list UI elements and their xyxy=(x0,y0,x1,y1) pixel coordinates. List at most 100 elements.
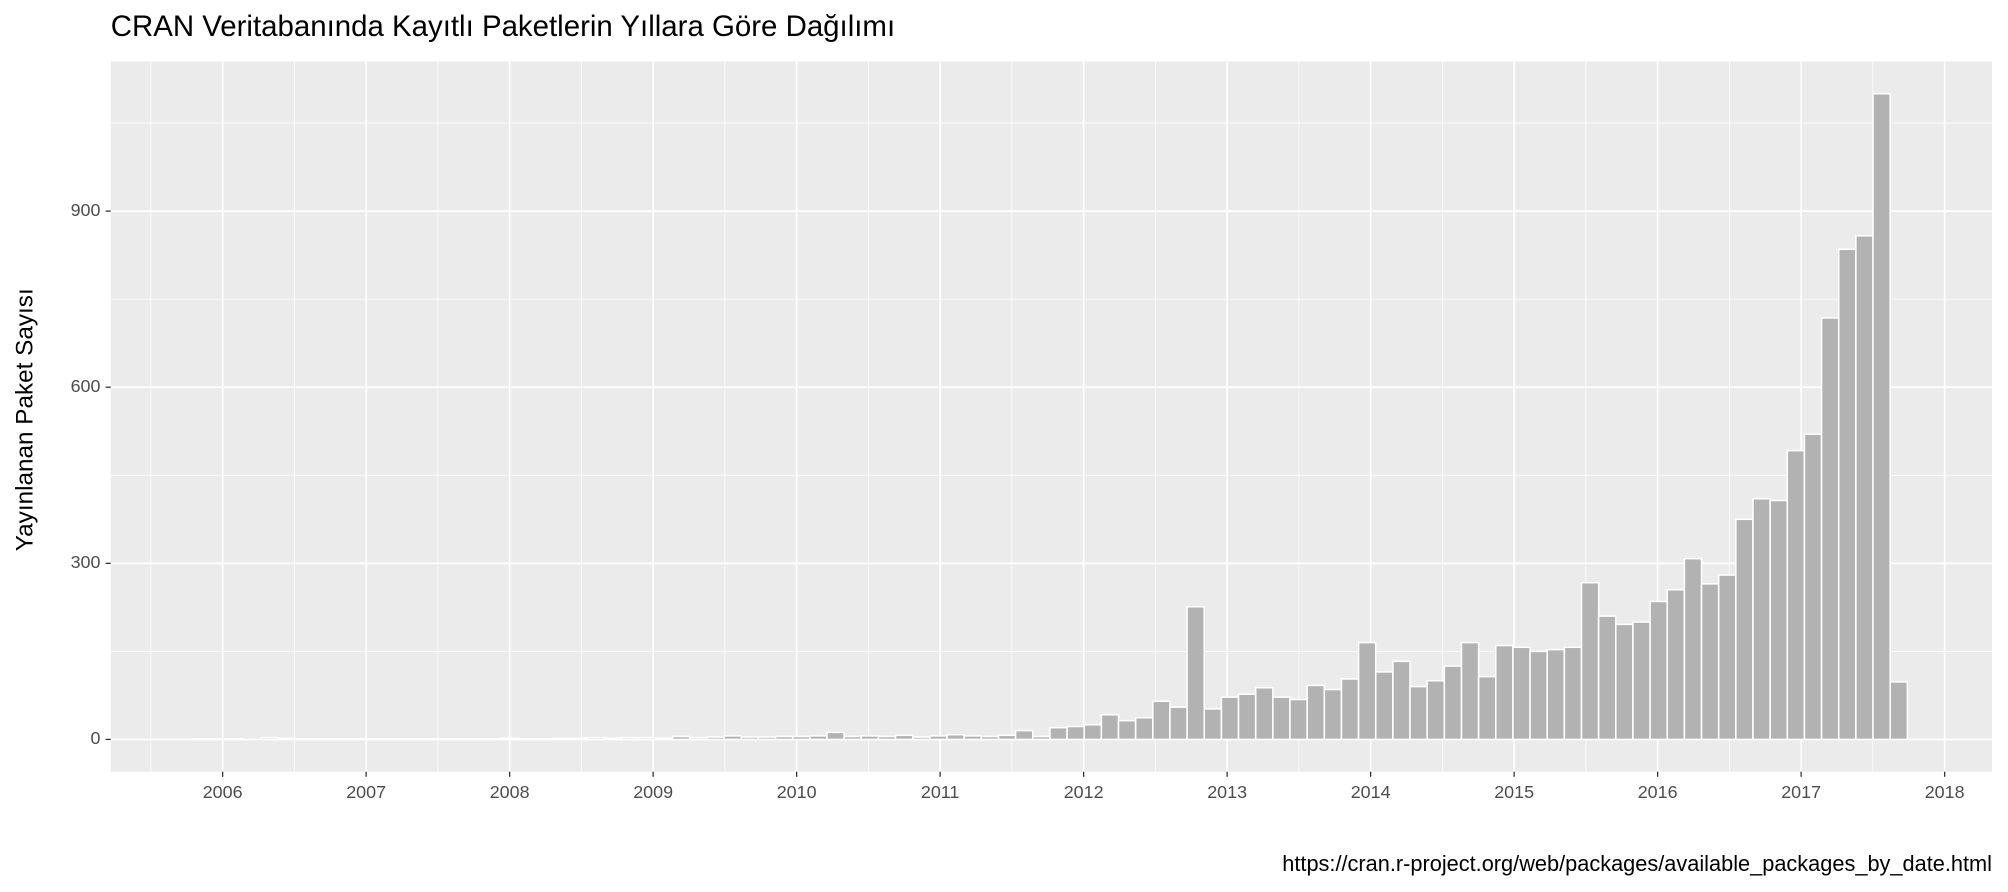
x-tick-label: 2012 xyxy=(1064,782,1104,802)
x-tick-label: 2006 xyxy=(203,782,243,802)
bar xyxy=(1632,621,1651,741)
bar xyxy=(208,738,228,741)
bar xyxy=(1152,700,1171,741)
bar xyxy=(346,738,365,741)
bar xyxy=(1717,574,1737,741)
bar xyxy=(1409,685,1428,741)
bar xyxy=(877,735,897,741)
bar xyxy=(1323,688,1343,741)
bar xyxy=(1254,686,1274,741)
bar xyxy=(1203,708,1223,741)
bar xyxy=(1649,600,1669,741)
x-tick-label: 2017 xyxy=(1781,782,1821,802)
bar xyxy=(1237,693,1257,741)
bar xyxy=(1289,698,1308,741)
bar xyxy=(260,736,280,741)
x-tick-label: 2007 xyxy=(346,782,386,802)
bar xyxy=(1769,499,1789,741)
bar xyxy=(654,737,674,741)
bar xyxy=(226,738,245,741)
bar xyxy=(706,736,725,741)
bar xyxy=(997,734,1017,741)
bar xyxy=(1752,497,1771,741)
bar xyxy=(1615,623,1634,741)
bar xyxy=(826,731,845,741)
bar xyxy=(946,733,965,741)
bar xyxy=(1477,675,1497,741)
x-tick-label: 2015 xyxy=(1494,782,1534,802)
bar xyxy=(963,735,983,741)
bar xyxy=(448,738,468,741)
bar xyxy=(1134,716,1154,741)
bar xyxy=(929,735,948,741)
bar xyxy=(757,736,777,741)
x-tick-label: 2008 xyxy=(490,782,530,802)
x-tick-label: 2013 xyxy=(1207,782,1247,802)
bar xyxy=(483,738,502,741)
bar xyxy=(980,735,1000,741)
bar xyxy=(791,735,811,741)
bar xyxy=(551,737,571,741)
bar xyxy=(1820,317,1840,741)
bar xyxy=(1546,648,1566,741)
bar xyxy=(1683,557,1703,741)
bar xyxy=(809,735,828,741)
y-tick-label: 900 xyxy=(71,200,101,220)
bar xyxy=(1272,696,1291,741)
bar xyxy=(1186,605,1206,741)
bar xyxy=(1340,678,1360,741)
bar xyxy=(1580,581,1600,741)
bar xyxy=(911,736,931,741)
bar xyxy=(843,735,863,741)
bar xyxy=(1032,735,1051,741)
bar xyxy=(397,738,417,741)
bar xyxy=(1803,433,1823,741)
bar xyxy=(414,738,434,741)
bar xyxy=(1700,583,1720,741)
x-tick-label: 2018 xyxy=(1925,782,1965,802)
chart-title: CRAN Veritabanında Kayıtlı Paketlerin Yı… xyxy=(111,10,895,43)
bar xyxy=(1597,615,1617,741)
bar xyxy=(689,736,708,741)
bar xyxy=(1494,644,1514,741)
x-tick-label: 2009 xyxy=(633,782,673,802)
y-tick-label: 600 xyxy=(71,376,101,396)
x-tick-label: 2010 xyxy=(777,782,817,802)
bar xyxy=(1786,449,1806,741)
bar xyxy=(1374,671,1394,741)
bar xyxy=(1169,706,1188,741)
caption: https://cran.r-project.org/web/packages/… xyxy=(1282,851,1992,876)
bar xyxy=(1443,665,1463,741)
bar xyxy=(1357,641,1377,741)
bar xyxy=(1049,726,1068,741)
bar xyxy=(1735,518,1754,741)
bar xyxy=(500,737,520,741)
bar xyxy=(1066,725,1085,741)
bar xyxy=(380,738,400,741)
x-tick-label: 2011 xyxy=(921,782,960,802)
bar xyxy=(1083,723,1103,741)
bar xyxy=(1117,719,1137,741)
bar xyxy=(620,736,640,741)
bar xyxy=(569,737,588,741)
x-tick-label: 2016 xyxy=(1638,782,1678,802)
bar xyxy=(723,735,743,741)
bar xyxy=(534,738,554,741)
bar xyxy=(517,738,537,741)
bar xyxy=(860,735,880,741)
bar xyxy=(1563,646,1583,741)
bar xyxy=(1889,681,1909,741)
bar xyxy=(1837,248,1857,741)
bar xyxy=(191,738,211,741)
bar xyxy=(328,738,348,741)
bar xyxy=(277,737,297,741)
x-tick-label: 2014 xyxy=(1351,782,1391,802)
bar xyxy=(363,738,382,741)
y-tick-label: 300 xyxy=(71,552,101,572)
bar xyxy=(466,738,485,741)
bar xyxy=(1855,235,1874,741)
bar xyxy=(1666,588,1686,741)
bar xyxy=(637,736,657,741)
bar xyxy=(1100,713,1120,741)
